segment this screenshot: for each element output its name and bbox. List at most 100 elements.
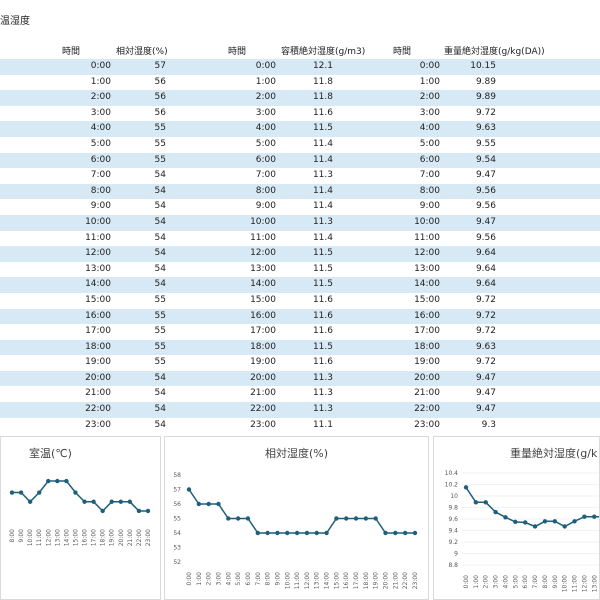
cell-time-1[interactable]: 21:00 (85, 388, 111, 399)
cell-relative-humidity[interactable]: 55 (154, 294, 166, 305)
cell-weight-humidity[interactable]: 9.54 (475, 154, 496, 165)
cell-time-1[interactable]: 3:00 (90, 107, 111, 118)
cell-weight-humidity[interactable]: 9.56 (475, 201, 496, 212)
cell-time-1[interactable]: 2:00 (90, 92, 111, 103)
cell-time-3[interactable]: 13:00 (414, 263, 440, 274)
cell-time-3[interactable]: 21:00 (414, 388, 440, 399)
cell-time-2[interactable]: 16:00 (250, 310, 276, 321)
cell-time-2[interactable]: 20:00 (250, 372, 276, 383)
cell-relative-humidity[interactable]: 55 (154, 154, 166, 165)
cell-weight-humidity[interactable]: 9.72 (475, 357, 496, 368)
cell-weight-humidity[interactable]: 9.56 (475, 232, 496, 243)
cell-relative-humidity[interactable]: 56 (154, 107, 166, 118)
cell-time-2[interactable]: 13:00 (250, 263, 276, 274)
cell-time-3[interactable]: 6:00 (419, 154, 440, 165)
cell-time-2[interactable]: 10:00 (250, 216, 276, 227)
cell-volumetric-humidity[interactable]: 11.4 (312, 154, 333, 165)
header-time-1[interactable]: 時間 (62, 47, 81, 57)
cell-time-3[interactable]: 12:00 (414, 248, 440, 259)
cell-volumetric-humidity[interactable]: 11.3 (312, 372, 333, 383)
cell-weight-humidity[interactable]: 9.89 (475, 76, 496, 87)
cell-weight-humidity[interactable]: 9.47 (475, 170, 496, 181)
cell-time-3[interactable]: 0:00 (419, 61, 440, 71)
cell-time-3[interactable]: 2:00 (419, 92, 440, 103)
cell-time-3[interactable]: 19:00 (414, 357, 440, 368)
cell-time-3[interactable]: 17:00 (414, 326, 440, 337)
cell-time-2[interactable]: 8:00 (255, 185, 276, 196)
cell-time-2[interactable]: 0:00 (255, 61, 276, 71)
cell-time-3[interactable]: 10:00 (414, 216, 440, 227)
cell-weight-humidity[interactable]: 9.72 (475, 294, 496, 305)
cell-volumetric-humidity[interactable]: 11.5 (312, 279, 333, 290)
header-relative-humidity[interactable]: 相対湿度(%) (116, 47, 168, 57)
cell-relative-humidity[interactable]: 54 (154, 279, 166, 290)
cell-time-1[interactable]: 19:00 (85, 357, 111, 368)
chart-relative-humidity[interactable]: 相対湿度(%) 52 53 54 55 56 57 58 0:00 1:00 2:00 3:00 4:… (164, 436, 429, 600)
cell-weight-humidity[interactable]: 9.63 (475, 341, 496, 352)
cell-relative-humidity[interactable]: 54 (154, 170, 166, 181)
cell-volumetric-humidity[interactable]: 11.4 (312, 185, 333, 196)
cell-time-2[interactable]: 11:00 (250, 232, 276, 243)
cell-weight-humidity[interactable]: 9.72 (475, 326, 496, 337)
cell-volumetric-humidity[interactable]: 11.4 (312, 138, 333, 149)
cell-time-1[interactable]: 10:00 (85, 216, 111, 227)
cell-time-1[interactable]: 9:00 (90, 201, 111, 212)
cell-relative-humidity[interactable]: 54 (154, 232, 166, 243)
cell-time-2[interactable]: 18:00 (250, 341, 276, 352)
cell-weight-humidity[interactable]: 10.15 (470, 61, 496, 71)
cell-relative-humidity[interactable]: 55 (154, 123, 166, 134)
chart-room-temperature[interactable]: 室温(℃) 8:00 9:00 10:00 11:00 12:00 13:00 14:00 1… (0, 436, 161, 600)
cell-weight-humidity[interactable]: 9.3 (481, 419, 496, 430)
header-time-3[interactable]: 時間 (393, 47, 412, 57)
cell-volumetric-humidity[interactable]: 11.8 (312, 92, 333, 103)
cell-time-1[interactable]: 17:00 (85, 326, 111, 337)
cell-volumetric-humidity[interactable]: 11.1 (312, 419, 333, 430)
cell-relative-humidity[interactable]: 57 (154, 61, 166, 71)
cell-time-2[interactable]: 2:00 (255, 92, 276, 103)
cell-time-2[interactable]: 5:00 (255, 138, 276, 149)
chart-weight-humidity[interactable]: 重量絶対湿度(g/k 8.8 9 9.2 9.4 9.6 9.8 10 10.2 10.4 0:0… (433, 436, 600, 600)
cell-time-3[interactable]: 5:00 (419, 138, 440, 149)
cell-volumetric-humidity[interactable]: 11.3 (312, 404, 333, 415)
cell-time-1[interactable]: 0:00 (90, 61, 111, 71)
cell-weight-humidity[interactable]: 9.47 (475, 388, 496, 399)
cell-time-2[interactable]: 3:00 (255, 107, 276, 118)
cell-volumetric-humidity[interactable]: 11.3 (312, 170, 333, 181)
cell-time-1[interactable]: 20:00 (85, 372, 111, 383)
cell-volumetric-humidity[interactable]: 11.3 (312, 216, 333, 227)
cell-time-1[interactable]: 13:00 (85, 263, 111, 274)
cell-time-2[interactable]: 21:00 (250, 388, 276, 399)
cell-time-3[interactable]: 11:00 (414, 232, 440, 243)
cell-time-3[interactable]: 23:00 (414, 419, 440, 430)
cell-time-3[interactable]: 15:00 (414, 294, 440, 305)
cell-weight-humidity[interactable]: 9.72 (475, 107, 496, 118)
cell-time-3[interactable]: 22:00 (414, 404, 440, 415)
cell-weight-humidity[interactable]: 9.63 (475, 123, 496, 134)
cell-time-2[interactable]: 7:00 (255, 170, 276, 181)
cell-relative-humidity[interactable]: 54 (154, 419, 166, 430)
cell-relative-humidity[interactable]: 54 (154, 185, 166, 196)
cell-time-2[interactable]: 23:00 (250, 419, 276, 430)
cell-volumetric-humidity[interactable]: 11.6 (312, 310, 333, 321)
cell-relative-humidity[interactable]: 55 (154, 310, 166, 321)
cell-weight-humidity[interactable]: 9.64 (475, 279, 496, 290)
cell-time-1[interactable]: 15:00 (85, 294, 111, 305)
cell-volumetric-humidity[interactable]: 11.6 (312, 357, 333, 368)
cell-time-1[interactable]: 23:00 (85, 419, 111, 430)
cell-relative-humidity[interactable]: 55 (154, 326, 166, 337)
cell-relative-humidity[interactable]: 54 (154, 248, 166, 259)
cell-volumetric-humidity[interactable]: 11.3 (312, 388, 333, 399)
cell-time-3[interactable]: 16:00 (414, 310, 440, 321)
cell-time-2[interactable]: 4:00 (255, 123, 276, 134)
cell-time-3[interactable]: 3:00 (419, 107, 440, 118)
cell-volumetric-humidity[interactable]: 12.1 (312, 61, 333, 71)
cell-time-1[interactable]: 7:00 (90, 170, 111, 181)
cell-volumetric-humidity[interactable]: 11.8 (312, 76, 333, 87)
header-weight-humidity[interactable]: 重量絶対湿度(g/kg(DA)) (444, 47, 545, 57)
cell-time-3[interactable]: 7:00 (419, 170, 440, 181)
cell-weight-humidity[interactable]: 9.89 (475, 92, 496, 103)
cell-time-1[interactable]: 14:00 (85, 279, 111, 290)
cell-weight-humidity[interactable]: 9.47 (475, 404, 496, 415)
cell-time-1[interactable]: 11:00 (85, 232, 111, 243)
cell-time-1[interactable]: 12:00 (85, 248, 111, 259)
